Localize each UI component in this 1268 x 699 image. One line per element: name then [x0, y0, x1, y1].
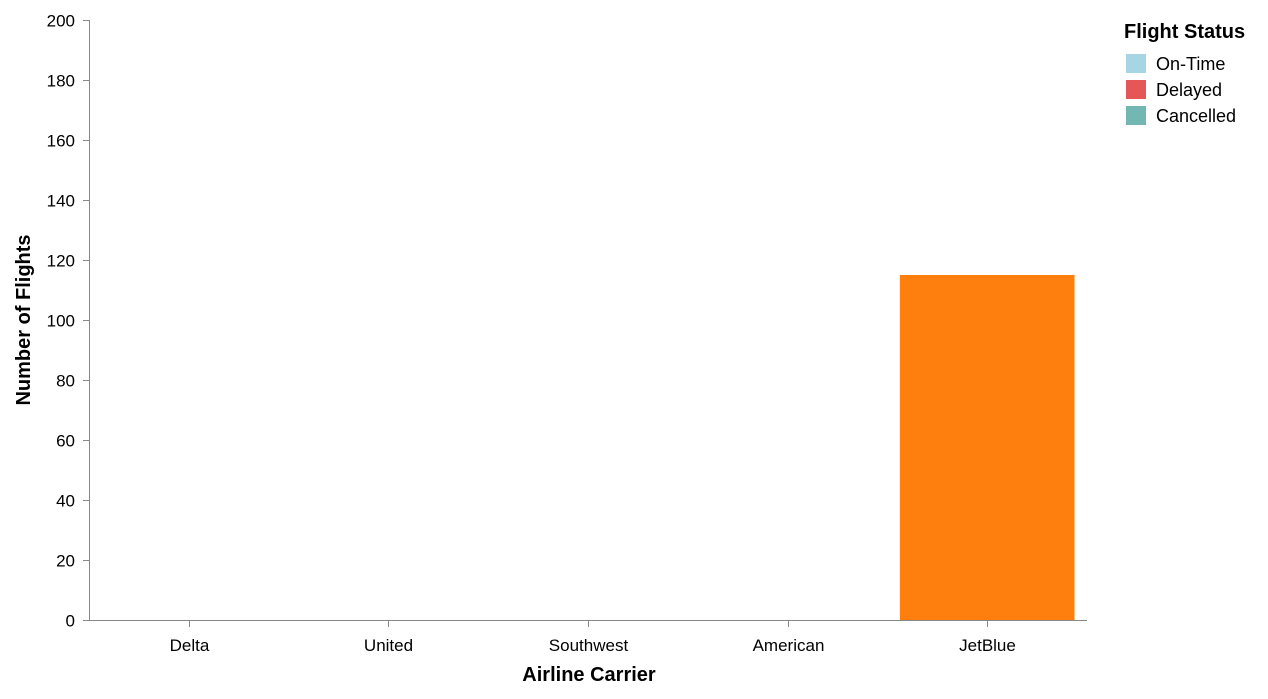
x-tick-label: American [753, 636, 825, 655]
legend-label: Cancelled [1156, 106, 1236, 126]
legend-label: On-Time [1156, 54, 1225, 74]
y-tick-label: 60 [56, 432, 75, 451]
bars [899, 275, 1075, 620]
legend-label: Delayed [1156, 80, 1222, 100]
y-tick-label: 100 [47, 312, 75, 331]
legend-swatch [1126, 54, 1146, 73]
x-axis-title: Airline Carrier [522, 664, 656, 686]
y-axis: 0 20 40 60 80 100 120 140 160 180 200 [47, 12, 90, 631]
legend-title: Flight Status [1124, 21, 1245, 43]
y-tick-label: 140 [47, 192, 75, 211]
x-tick-label: United [364, 636, 413, 655]
y-tick-label: 20 [56, 552, 75, 571]
y-tick-label: 160 [47, 132, 75, 151]
y-tick-label: 200 [47, 12, 75, 31]
y-tick-label: 40 [56, 492, 75, 511]
legend: Flight Status On-Time Delayed Cancelled [1124, 21, 1245, 126]
y-axis-title: Number of Flights [13, 234, 35, 405]
y-tick-label: 180 [47, 72, 75, 91]
y-tick-label: 120 [47, 252, 75, 271]
x-tick-label: JetBlue [959, 636, 1016, 655]
x-axis: Delta United Southwest American JetBlue [89, 620, 1087, 655]
legend-swatch [1126, 106, 1146, 125]
y-tick-label: 0 [66, 612, 75, 631]
x-tick-label: Southwest [549, 636, 629, 655]
y-tick-label: 80 [56, 372, 75, 391]
x-tick-label: Delta [170, 636, 210, 655]
legend-swatch [1126, 80, 1146, 99]
bar-jetblue [899, 275, 1075, 620]
